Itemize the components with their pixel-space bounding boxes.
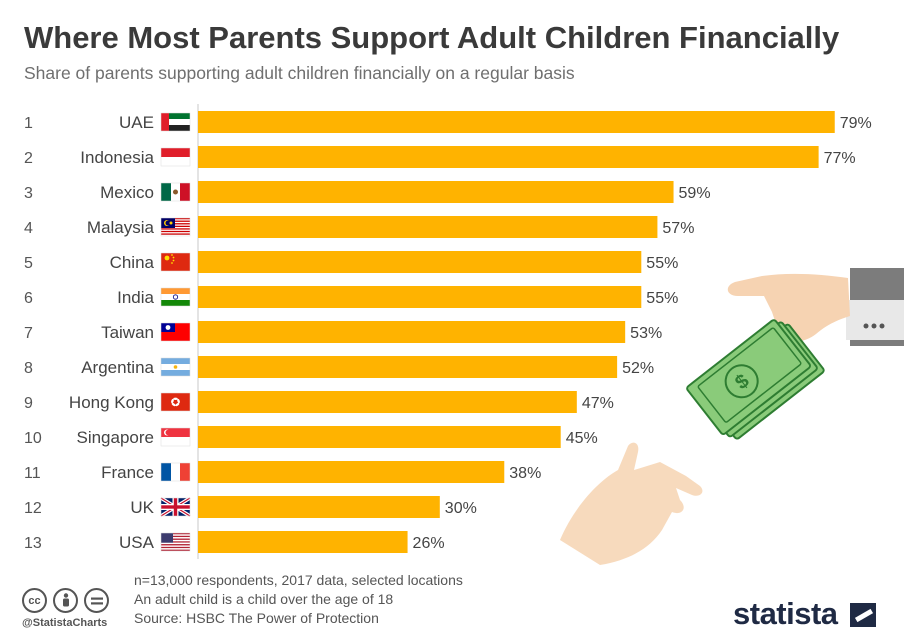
rank-label: 4: [24, 220, 33, 237]
bar: [198, 426, 561, 448]
value-label: 57%: [662, 220, 694, 237]
rank-label: 12: [24, 500, 42, 517]
statista-logo-text[interactable]: statista: [733, 596, 838, 631]
category-label: UK: [130, 498, 154, 517]
cuff-dot: [879, 323, 885, 329]
rank-label: 7: [24, 325, 33, 342]
rank-label: 3: [24, 185, 33, 202]
value-label: 59%: [679, 185, 711, 202]
bar: [198, 531, 408, 553]
value-label: 77%: [824, 150, 856, 167]
malaysia-flag-icon: [160, 217, 191, 237]
rank-label: 6: [24, 290, 33, 307]
bill-seal: [724, 364, 759, 399]
bar: [198, 111, 835, 133]
bar: [198, 496, 440, 518]
chart-subtitle: Share of parents supporting adult childr…: [24, 63, 575, 83]
category-label: India: [117, 288, 154, 307]
category-label: Hong Kong: [69, 393, 154, 412]
attribution-icon[interactable]: [53, 588, 78, 613]
bill-border: [697, 327, 802, 423]
value-label: 55%: [646, 255, 678, 272]
uae-flag-icon: [160, 112, 191, 132]
footer-note-definition: An adult child is a child over the age o…: [134, 591, 394, 607]
india-flag-icon: [160, 287, 191, 307]
bar: [198, 461, 505, 483]
category-label: Indonesia: [80, 148, 154, 167]
value-label: 52%: [622, 360, 654, 377]
value-label: 38%: [509, 465, 541, 482]
cuff: [846, 300, 904, 340]
bar: [198, 216, 658, 238]
category-label: France: [101, 463, 154, 482]
statista-logo-icon[interactable]: [850, 603, 876, 627]
category-label: Mexico: [100, 183, 154, 202]
value-label: 26%: [413, 535, 445, 552]
indonesia-flag-icon: [160, 147, 191, 167]
category-label: Singapore: [76, 428, 154, 447]
hong-kong-flag-icon: [160, 392, 191, 412]
category-label: China: [110, 253, 155, 272]
value-label: 45%: [566, 430, 598, 447]
no-derivatives-icon[interactable]: [84, 588, 109, 613]
license-icons: cc: [22, 588, 109, 613]
rank-label: 10: [24, 430, 42, 447]
rank-label: 2: [24, 150, 33, 167]
rank-label: 8: [24, 360, 33, 377]
value-label: 53%: [630, 325, 662, 342]
footer-note-sample: n=13,000 respondents, 2017 data, selecte…: [134, 572, 463, 588]
category-label: Argentina: [81, 358, 154, 377]
bar: [198, 356, 618, 378]
argentina-flag-icon: [160, 357, 191, 377]
twitter-handle[interactable]: @StatistaCharts: [22, 617, 108, 629]
category-label: UAE: [119, 113, 154, 132]
category-label: Taiwan: [101, 323, 154, 342]
giving-hand: [727, 273, 850, 342]
footer-source: Source: HSBC The Power of Protection: [134, 610, 379, 626]
bar: [198, 391, 577, 413]
hands-passing-money-illustration: $: [560, 268, 904, 565]
chart-title: Where Most Parents Support Adult Childre…: [24, 20, 840, 55]
creative-commons-icon[interactable]: cc: [22, 588, 47, 613]
singapore-flag-icon: [160, 427, 191, 447]
cuff-dot: [863, 323, 869, 329]
rank-label: 13: [24, 535, 42, 552]
china-flag-icon: [160, 252, 191, 272]
rank-label: 5: [24, 255, 33, 272]
bar: [198, 181, 674, 203]
bar: [198, 146, 819, 168]
bar: [198, 251, 642, 273]
usa-flag-icon: [160, 532, 191, 552]
france-flag-icon: [160, 462, 191, 482]
rank-label: 1: [24, 115, 33, 132]
value-label: 55%: [646, 290, 678, 307]
rank-label: 11: [24, 465, 41, 482]
value-label: 30%: [445, 500, 477, 517]
mexico-flag-icon: [160, 182, 191, 202]
value-label: 79%: [840, 115, 872, 132]
bar: [198, 321, 626, 343]
cuff-dot: [871, 323, 877, 329]
value-label: 47%: [582, 395, 614, 412]
rank-label: 9: [24, 395, 33, 412]
receiving-hand: [560, 442, 703, 565]
taiwan-flag-icon: [160, 322, 191, 342]
money-bills: $: [686, 319, 825, 440]
footer-notes: n=13,000 respondents, 2017 data, selecte…: [134, 571, 463, 628]
category-label: USA: [119, 533, 155, 552]
category-label: Malaysia: [87, 218, 155, 237]
bar: [198, 286, 642, 308]
uk-flag-icon: [160, 496, 191, 518]
